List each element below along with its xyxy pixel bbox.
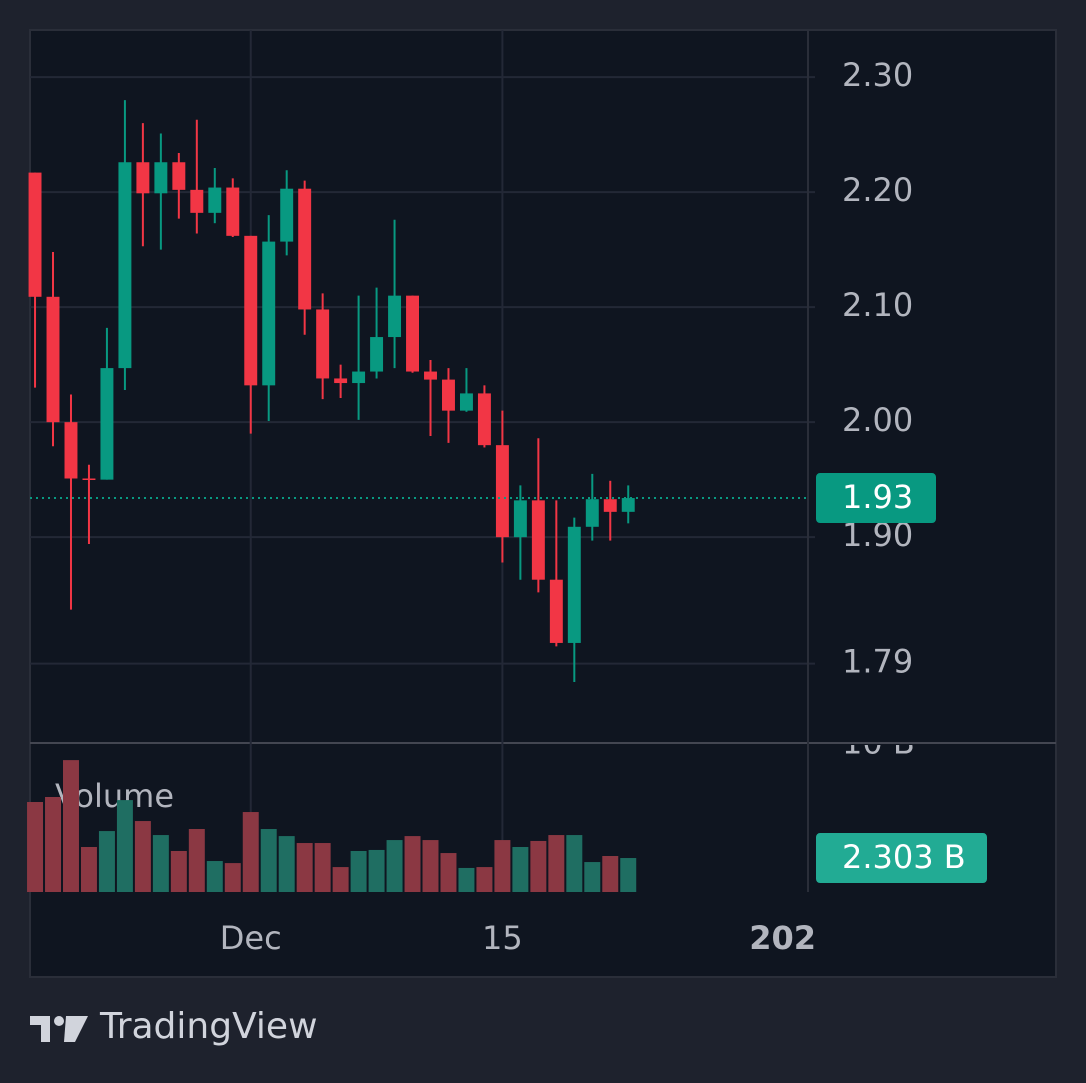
y-tick-label: 2.30: [842, 56, 913, 94]
volume-bar: [170, 850, 187, 892]
volume-bar: [422, 840, 439, 892]
volume-bar: [224, 863, 241, 892]
candle-body: [585, 499, 599, 527]
volume-bar: [494, 840, 511, 892]
candle-body: [82, 478, 96, 480]
candle-body: [262, 241, 276, 386]
candle-body: [513, 500, 527, 538]
candle-body: [531, 500, 545, 580]
volume-bar: [116, 800, 133, 892]
volume-bar: [260, 829, 277, 892]
candle-body: [370, 337, 384, 372]
candle-body: [603, 499, 617, 512]
volume-bar: [440, 853, 457, 892]
y-tick-label: 1.79: [842, 643, 913, 681]
last-price-box: [816, 473, 936, 524]
candle-body: [46, 296, 60, 423]
volume-bar: [62, 760, 79, 892]
volume-bar: [584, 862, 601, 892]
volume-bar: [530, 840, 547, 892]
candle-body: [424, 371, 437, 380]
candle-body: [154, 162, 168, 194]
volume-bar: [278, 836, 295, 892]
volume-bar: [80, 847, 97, 892]
candle-body: [549, 579, 563, 643]
candle-body: [621, 498, 635, 512]
candle-body: [172, 162, 186, 190]
y-tick-label: 2.20: [842, 171, 913, 209]
volume-bar: [45, 796, 61, 892]
candle-body: [208, 187, 222, 213]
candle-body: [406, 295, 419, 372]
volume-label-box: [816, 833, 987, 884]
volume-bar: [314, 843, 331, 892]
candle-body: [334, 378, 348, 384]
volume-bar: [296, 843, 313, 892]
brand-name: TradingView: [99, 1006, 318, 1047]
candle-body: [298, 188, 312, 310]
candle-body: [567, 526, 581, 643]
candle-body: [100, 368, 114, 480]
volume-bar: [512, 847, 529, 892]
x-tick-label: Dec: [220, 919, 282, 957]
candle-body: [136, 162, 150, 194]
volume-label: 2.303 B: [842, 838, 966, 876]
volume-bar: [404, 836, 421, 892]
candle-body: [477, 393, 491, 446]
volume-bar: [206, 861, 223, 892]
candle-body: [459, 393, 473, 411]
candle-body: [244, 235, 258, 386]
volume-bar: [620, 858, 637, 892]
candle-body: [495, 445, 509, 538]
volume-bar: [350, 850, 367, 892]
candle-body: [388, 295, 402, 338]
x-tick-label: 15: [482, 919, 523, 957]
y-tick-label: 10 B: [842, 723, 915, 761]
candle-body: [316, 309, 330, 379]
candle-body: [442, 379, 455, 411]
volume-bar: [242, 812, 259, 892]
candle-body: [280, 188, 294, 242]
volume-bar: [548, 835, 565, 892]
candle-body: [226, 187, 240, 236]
volume-bar: [476, 867, 493, 892]
volume-bar: [98, 831, 115, 892]
y-tick-label: 2.10: [842, 286, 913, 324]
volume-bar: [134, 821, 151, 892]
x-tick-label: 202: [749, 919, 816, 957]
candle-body: [190, 189, 204, 213]
candle-body: [118, 162, 132, 369]
volume-bar: [152, 835, 169, 892]
logo: [30, 1016, 88, 1042]
volume-bar: [566, 835, 583, 892]
last-price-label: 1.93: [842, 478, 913, 516]
volume-bar: [368, 849, 385, 892]
y-tick-label: 2.00: [842, 401, 913, 439]
volume-bar: [386, 840, 403, 892]
candle-body: [352, 371, 366, 384]
candle-body: [64, 422, 78, 479]
volume-bar: [27, 802, 44, 892]
volume-bar: [188, 829, 205, 892]
volume-bar: [332, 867, 349, 892]
volume-bar: [602, 856, 619, 892]
volume-bar: [458, 867, 475, 892]
candle-body: [28, 172, 42, 297]
